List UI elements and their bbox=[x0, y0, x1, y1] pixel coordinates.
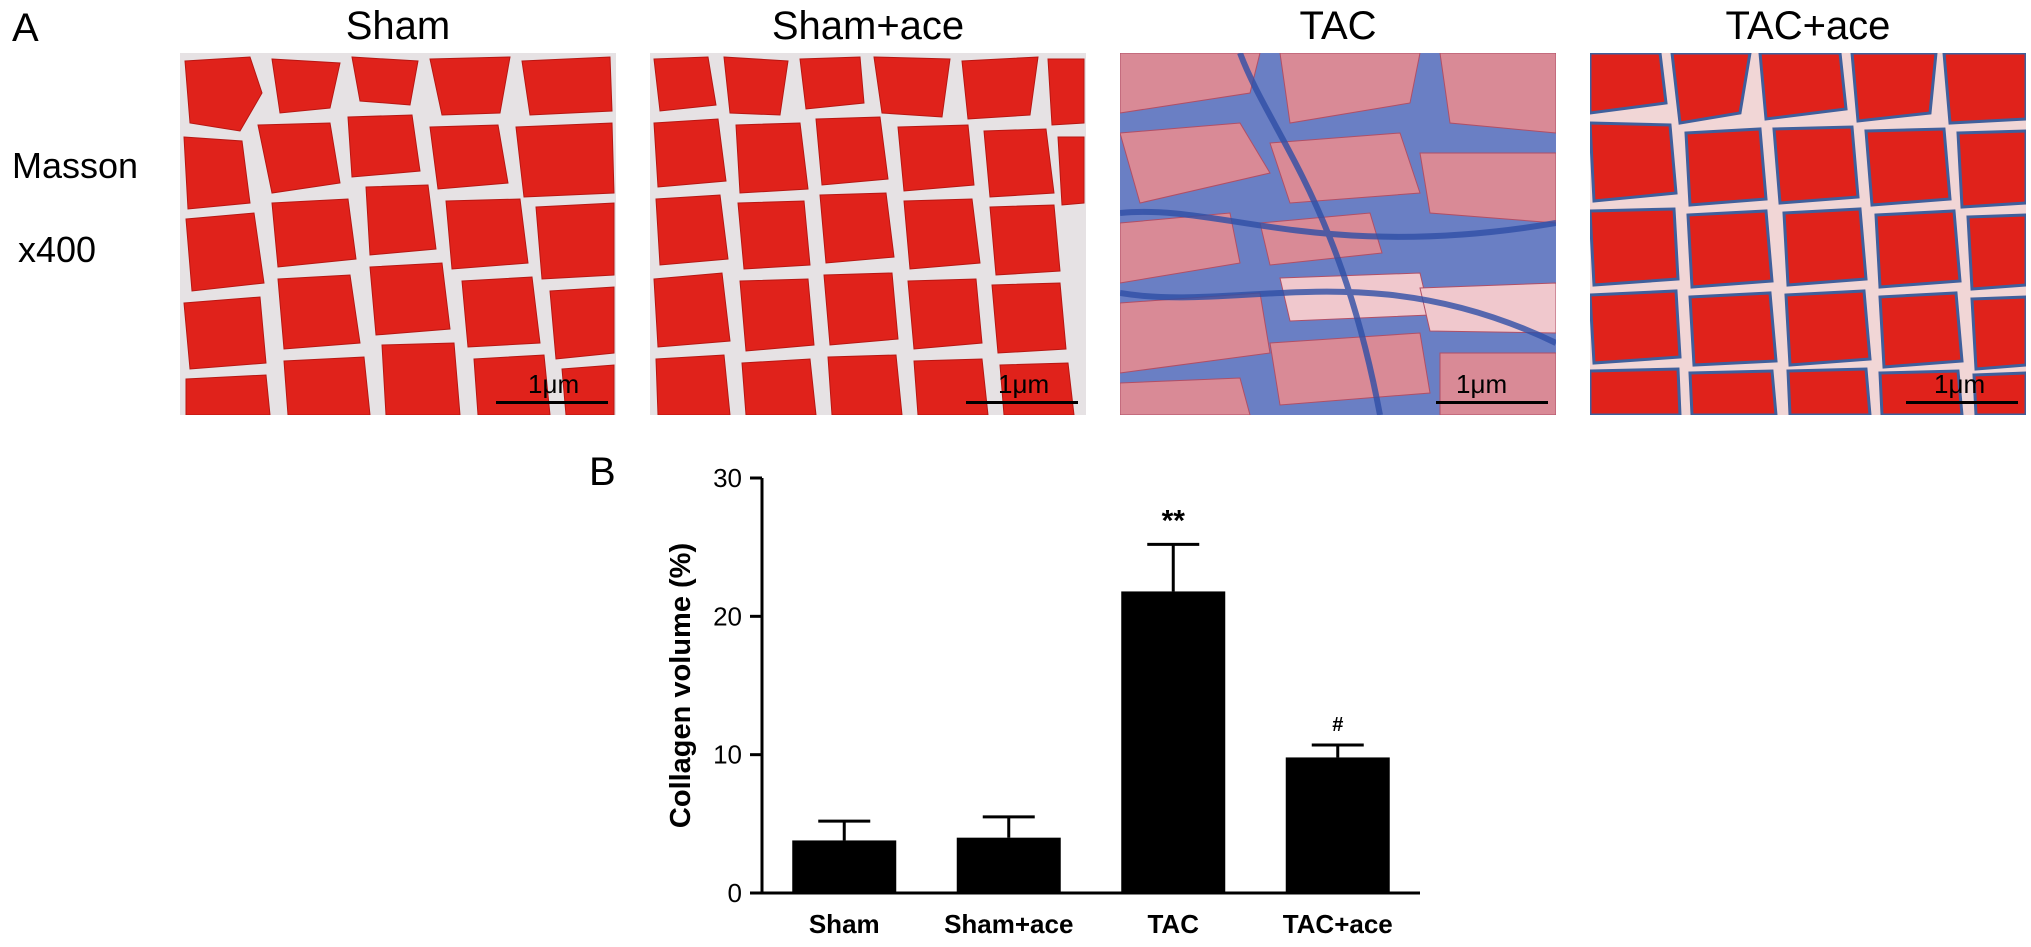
y-tick-label: 20 bbox=[713, 601, 742, 631]
scale-bar-tac-ace bbox=[1906, 401, 2018, 404]
scale-label-sham-ace: 1μm bbox=[998, 369, 1050, 399]
image-title-tac-ace: TAC+ace bbox=[1725, 4, 1891, 48]
image-title-tac: TAC bbox=[1299, 4, 1377, 48]
scale-label-sham: 1μm bbox=[528, 369, 580, 399]
scale-label-tac: 1μm bbox=[1456, 369, 1508, 399]
panel-b-letter: B bbox=[589, 450, 616, 494]
x-tick-label: TAC+ace bbox=[1283, 909, 1393, 939]
bar bbox=[1285, 757, 1390, 893]
significance-label: ** bbox=[1162, 504, 1186, 537]
y-tick-label: 10 bbox=[713, 740, 742, 770]
y-tick-label: 30 bbox=[713, 463, 742, 493]
bar bbox=[1121, 591, 1226, 893]
scale-bar-tac bbox=[1436, 401, 1548, 404]
micrograph-sham: 1μm bbox=[180, 53, 616, 415]
x-tick-label: Sham bbox=[809, 909, 880, 939]
magnification-label: x400 bbox=[18, 229, 97, 270]
y-tick-label: 0 bbox=[728, 878, 742, 908]
bar bbox=[792, 840, 897, 893]
micrograph-sham-ace: 1μm bbox=[650, 53, 1086, 415]
image-title-sham-ace: Sham+ace bbox=[771, 4, 965, 48]
scale-bar-sham-ace bbox=[966, 401, 1078, 404]
bar bbox=[956, 837, 1061, 893]
micrograph-tac-ace: 1μm bbox=[1590, 53, 2026, 415]
panel-a-letter: A bbox=[12, 6, 39, 50]
scale-label-tac-ace: 1μm bbox=[1934, 369, 1986, 399]
stain-label: Masson bbox=[12, 145, 139, 186]
x-tick-label: TAC bbox=[1147, 909, 1199, 939]
micrograph-tac: 1μm bbox=[1120, 53, 1556, 415]
significance-label: # bbox=[1332, 714, 1343, 736]
scale-bar-sham bbox=[496, 401, 608, 404]
x-tick-label: Sham+ace bbox=[944, 909, 1073, 939]
y-axis-label: Collagen volume (%) bbox=[665, 543, 697, 828]
image-title-sham: Sham bbox=[345, 4, 451, 48]
